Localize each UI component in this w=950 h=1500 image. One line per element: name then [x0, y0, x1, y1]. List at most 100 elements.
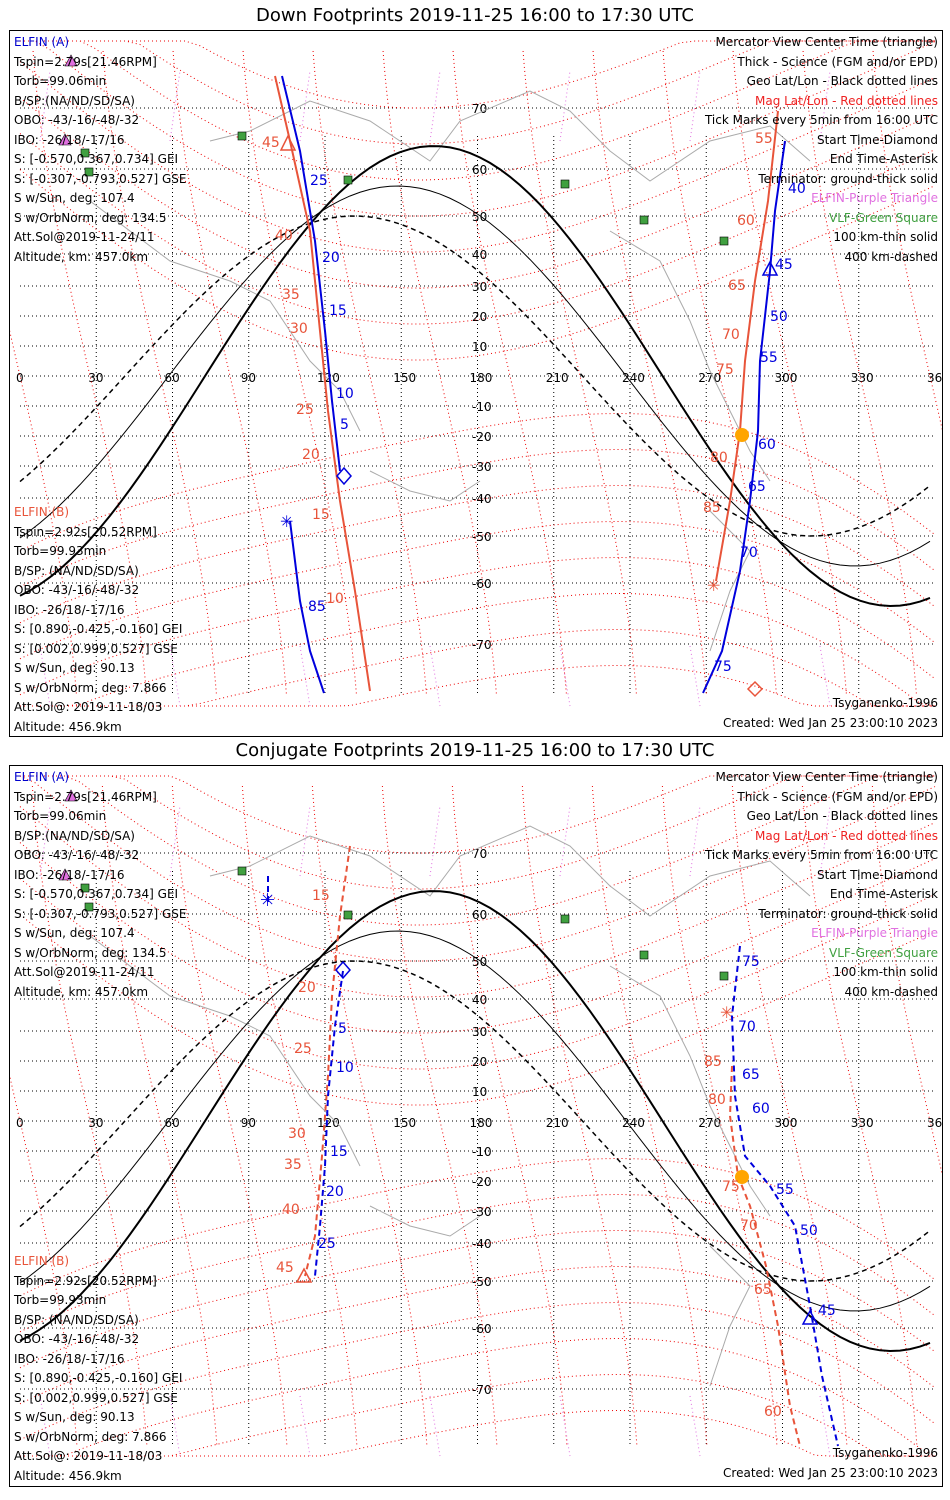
- lon-tick-label: 240: [622, 1116, 645, 1130]
- mag-meridian: [32, 50, 148, 697]
- track-tick-label: 20: [326, 1184, 344, 1200]
- track-tick-label: 65: [748, 479, 766, 495]
- sat-b-line: S: [0.002,0.999,0.527] GSE: [14, 1390, 178, 1405]
- lon-tick-label: 30: [88, 1116, 103, 1130]
- mag-pole-line: [299, 805, 311, 877]
- track-tick-label: 50: [770, 309, 788, 325]
- mag-meridian: [242, 50, 358, 697]
- sat-b-line: S w/Sun, deg: 90.13: [14, 661, 135, 675]
- sat-a-track-south: [314, 970, 344, 1277]
- coastline: [369, 470, 481, 502]
- lon-tick-label: 270: [698, 1116, 721, 1130]
- lon-tick-label: 240: [622, 371, 645, 385]
- sat-a-line: Torb=99.06min: [14, 74, 107, 88]
- track-tick-label: 25: [296, 402, 314, 418]
- lon-tick-label: 60: [165, 1116, 180, 1130]
- lat-tick-label: 40: [472, 993, 487, 1007]
- lat-tick-label: -10: [472, 1145, 492, 1159]
- vlf-station-marker: [80, 148, 90, 158]
- track-tick-label: 30: [288, 1126, 306, 1142]
- mag-meridian: [662, 50, 778, 697]
- lon-tick-label: 0: [16, 371, 24, 385]
- mag-meridian: [802, 50, 918, 697]
- sat-a-line: B/SP:(NA/ND/SD/SA): [14, 828, 135, 843]
- start-time-diamond: [746, 680, 764, 698]
- mag-meridian: [382, 50, 498, 697]
- mag-pole-line: [689, 70, 701, 142]
- track-tick-label: 55: [776, 1182, 794, 1198]
- sat-b-line: B/SP: (NA/ND/SD/SA): [14, 1312, 139, 1327]
- track-tick-label: 5: [340, 417, 349, 433]
- lat-tick-label: -40: [472, 492, 492, 506]
- lat-tick-label: -20: [472, 1175, 492, 1189]
- sat-b-name: ELFIN (B): [14, 1254, 70, 1268]
- mag-parallel: [20, 1373, 935, 1457]
- start-time-diamond: [335, 960, 351, 980]
- track-tick-label: 25: [318, 1236, 336, 1252]
- mag-meridian: [171, 785, 288, 1447]
- sat-a-line: Att.Sol@2019-11-24/11: [14, 965, 155, 979]
- lat-tick-label: 70: [472, 102, 487, 116]
- track-tick-label: 10: [336, 386, 354, 402]
- lon-tick-label: 360: [927, 371, 942, 385]
- lat-tick-label: -70: [472, 1383, 492, 1397]
- track-tick-label: 70: [722, 327, 740, 343]
- legend: Mercator View Center Time (triangle) Thi…: [705, 33, 938, 267]
- sat-a-line: S: [-0.570,0.367,0.734] GEI: [14, 887, 179, 901]
- track-tick-label: 80: [708, 1092, 726, 1108]
- sat-b-line: S: [0.890,-0.425,-0.160] GEI: [14, 1371, 183, 1385]
- track-tick-label: 60: [737, 213, 755, 229]
- sat-a-line: Att.Sol@2019-11-24/11: [14, 230, 155, 244]
- lat-tick-label: 20: [472, 1055, 487, 1069]
- lon-tick-label: 120: [317, 371, 340, 385]
- sun-marker: [735, 1170, 749, 1184]
- sat-a-info: ELFIN (A) Tspin=2.79s[21.46RPM] Torb=99.…: [14, 768, 187, 1002]
- model-label: Tsyganenko-1996: [832, 1446, 938, 1460]
- sat-a-track-2: [702, 140, 786, 694]
- track-tick-label: 80: [710, 450, 728, 466]
- legend-item: Geo Lat/Lon - Black dotted lines: [746, 809, 938, 823]
- map-canvas-down: 0306090120150180210240270300330360706050…: [10, 40, 942, 707]
- legend-item: Tick Marks every 5min from 16:00 UTC: [704, 113, 938, 127]
- mag-meridian: [732, 50, 848, 697]
- vlf-station-marker: [560, 914, 570, 924]
- lat-tick-label: -30: [472, 460, 492, 474]
- sun-marker: [735, 428, 749, 442]
- coastline: [709, 1245, 751, 1387]
- mag-parallel: [19, 1265, 936, 1405]
- terminator-100km: [19, 185, 931, 567]
- lon-tick-label: 60: [165, 371, 180, 385]
- lat-tick-label: -70: [472, 638, 492, 652]
- sat-b-line: S w/Sun, deg: 90.13: [14, 1410, 135, 1424]
- legend-item: Start Time-Diamond: [816, 132, 938, 147]
- mag-pole-line: [299, 1395, 311, 1457]
- lat-tick-label: 70: [472, 847, 487, 861]
- terminator-100km: [19, 930, 931, 1312]
- lat-tick-label: 30: [472, 1025, 487, 1039]
- track-tick-label: 65: [742, 1067, 760, 1083]
- vlf-station-marker: [84, 167, 94, 177]
- mag-meridian: [102, 50, 218, 697]
- lat-tick-label: -40: [472, 1237, 492, 1251]
- legend-item: Terminator: ground-thick solid: [758, 906, 938, 921]
- track-tick-label: 5: [338, 1021, 347, 1037]
- panel-title: Conjugate Footprints 2019-11-25 16:00 to…: [235, 740, 715, 761]
- lon-tick-label: 150: [393, 1116, 416, 1130]
- center-time-triangle: [279, 134, 297, 151]
- center-time-triangle: [761, 260, 779, 276]
- track-tick-label: 40: [275, 228, 293, 244]
- track-tick-label: 65: [754, 1282, 772, 1298]
- vlf-station-marker: [237, 131, 247, 141]
- terminator-400km: [19, 960, 931, 1282]
- legend-item: VLF-Green Square: [829, 210, 938, 225]
- sat-b-line: S: [0.890,-0.425,-0.160] GEI: [14, 622, 183, 636]
- sat-b-line: S w/OrbNorm, deg: 7.866: [14, 1429, 167, 1444]
- mag-pole-line: [299, 70, 311, 142]
- lon-tick-label: 300: [775, 371, 798, 385]
- created-label: Created: Wed Jan 25 23:00:10 2023: [723, 1466, 938, 1480]
- sat-b-info: ELFIN (B) Tspin=2.92s[20.52RPM] Torb=99.…: [14, 1252, 182, 1486]
- mag-pole-line: [819, 645, 831, 707]
- legend-item: Geo Lat/Lon - Black dotted lines: [746, 74, 938, 88]
- mag-parallel: [19, 520, 936, 660]
- lat-tick-label: -50: [472, 530, 492, 544]
